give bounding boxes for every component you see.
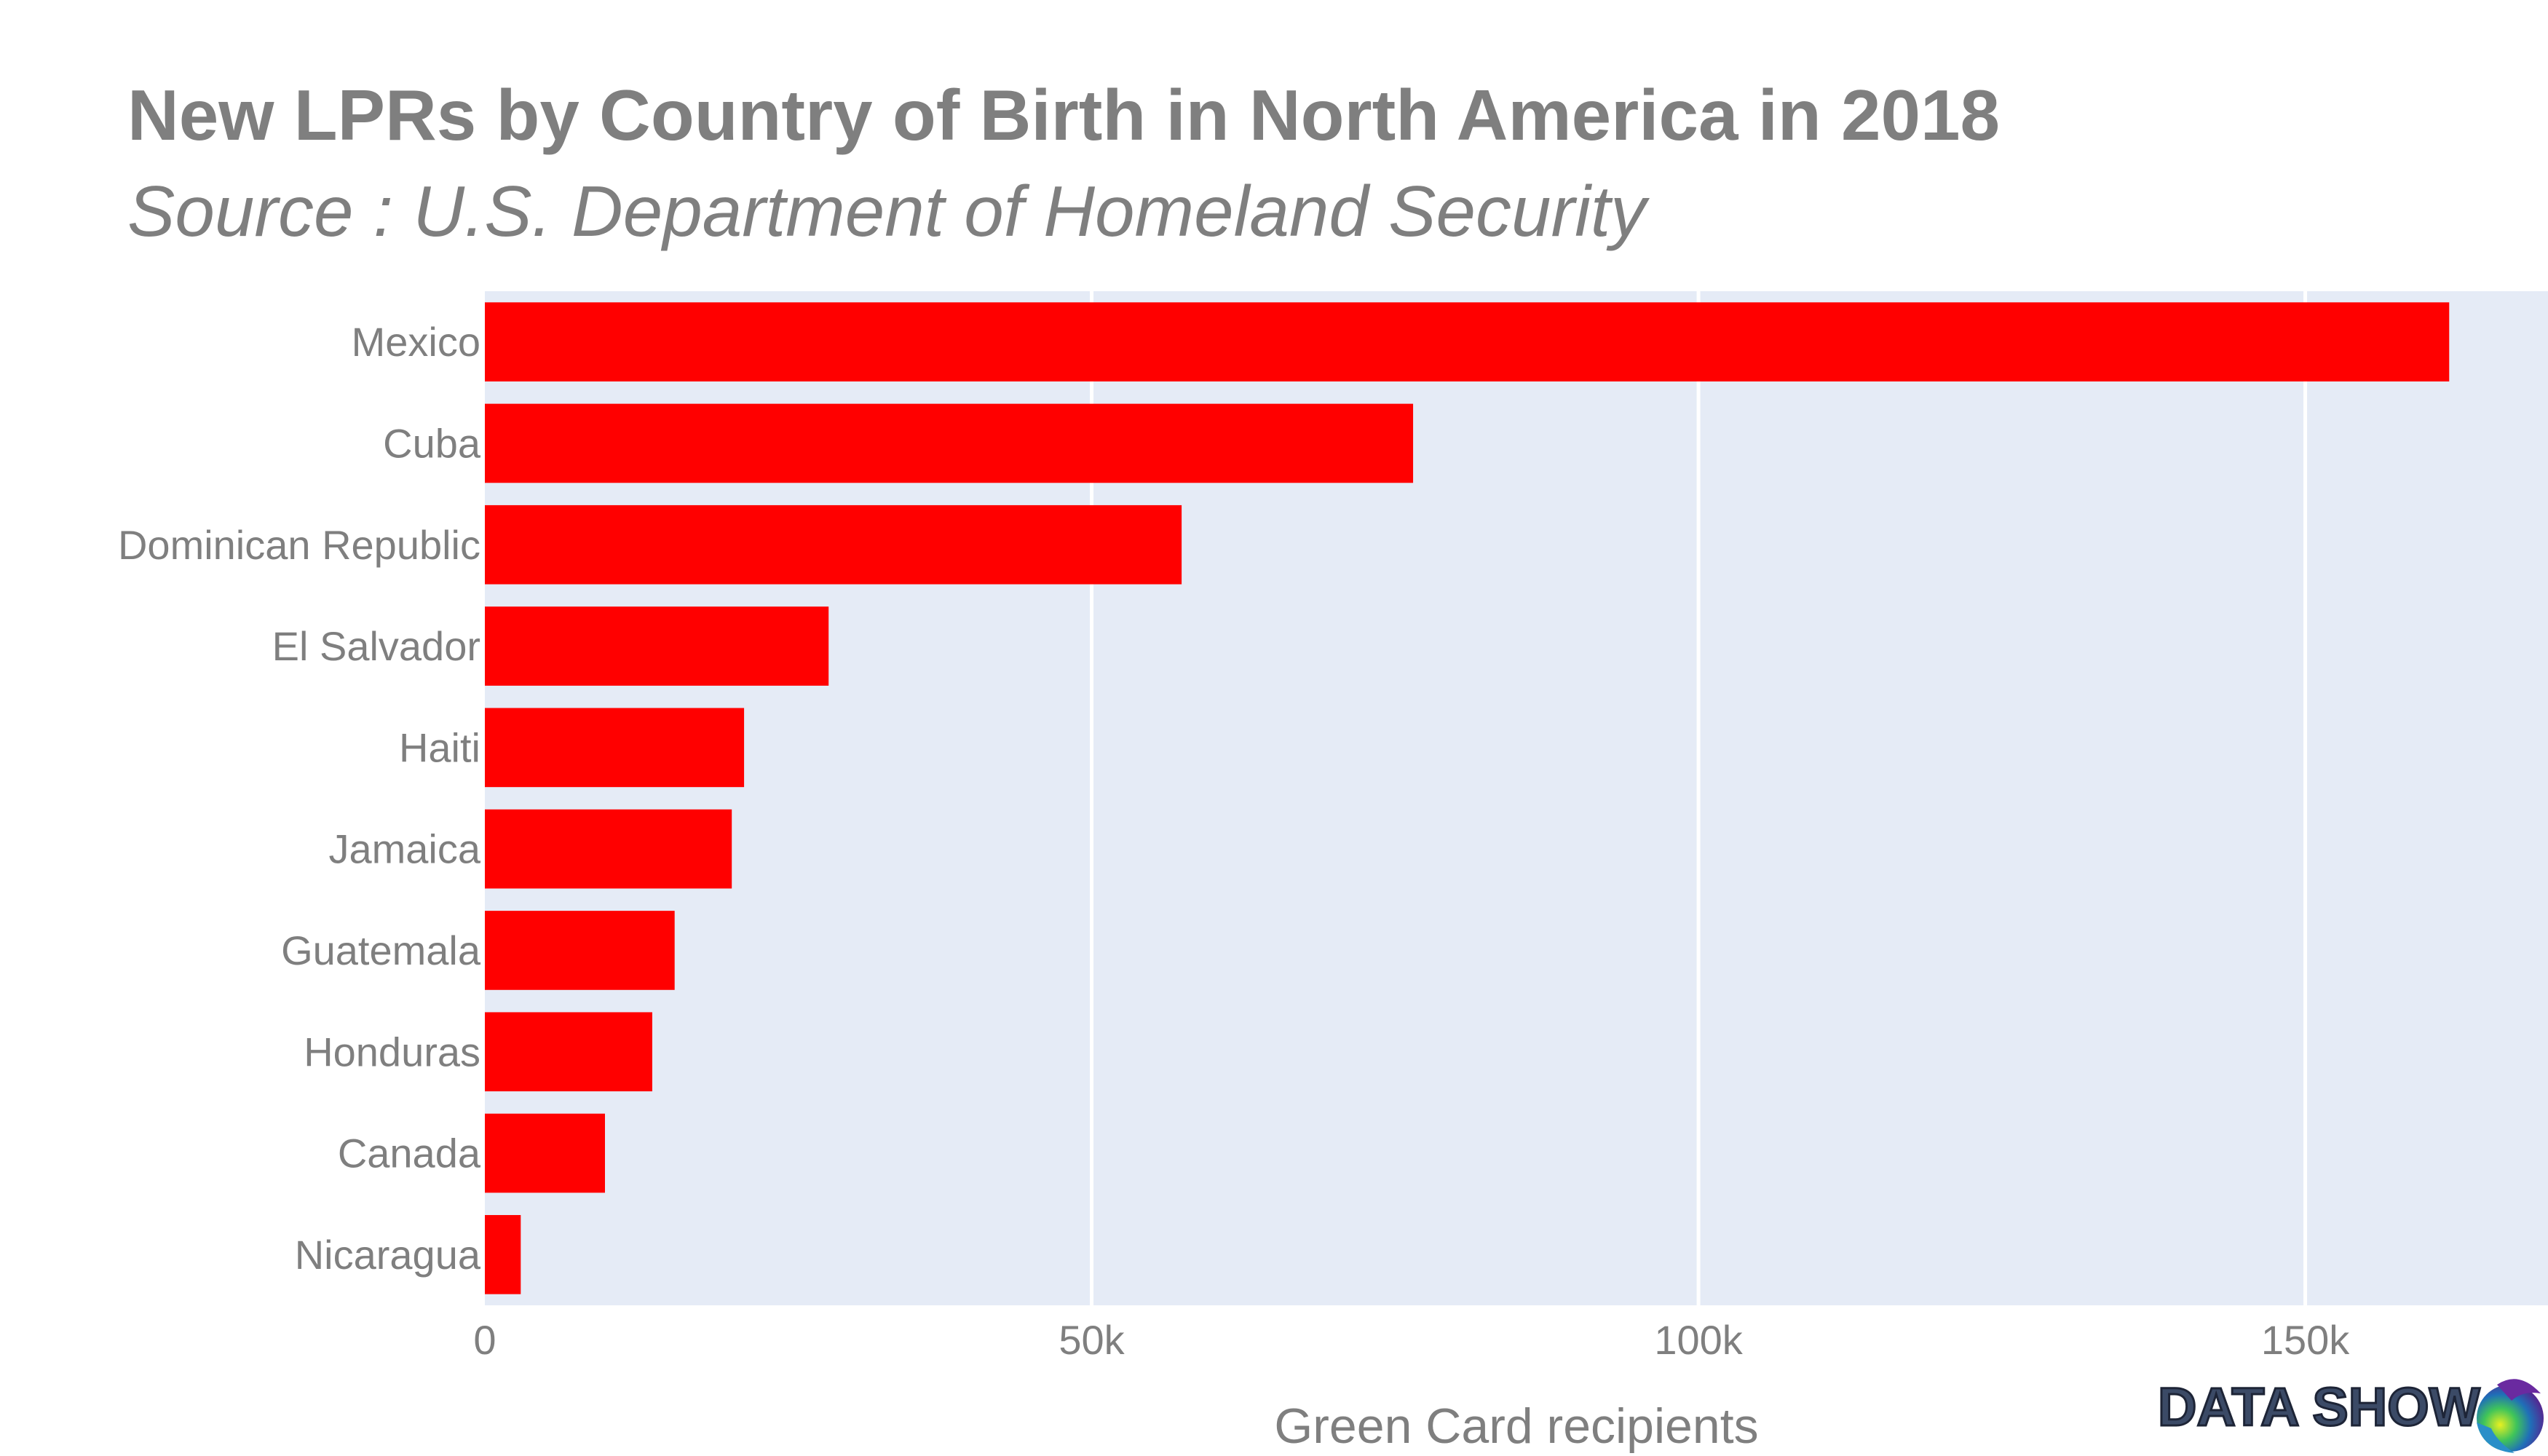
y-tick-label: Canada bbox=[338, 1131, 481, 1176]
data-show-logo: DATA SHOW bbox=[2157, 1376, 2544, 1453]
bar[interactable] bbox=[485, 606, 829, 686]
bar[interactable] bbox=[485, 1215, 521, 1294]
x-axis-tick-labels: 0 50k 100k 150k bbox=[473, 1317, 2350, 1363]
y-tick-label: Haiti bbox=[399, 724, 480, 770]
y-axis-tick-labels: Mexico Cuba Dominican Republic El Salvador H… bbox=[118, 319, 481, 1278]
chart-subtitle: Source : U.S. Department of Homeland Sec… bbox=[127, 171, 1647, 251]
y-tick-label: Jamaica bbox=[328, 826, 480, 872]
y-tick-label: Mexico bbox=[352, 319, 480, 365]
y-tick-label: Cuba bbox=[383, 420, 481, 466]
logo-text: DATA SHOW bbox=[2158, 1377, 2480, 1437]
bar[interactable] bbox=[485, 302, 2450, 381]
x-tick-label: 50k bbox=[1059, 1317, 1125, 1363]
bar[interactable] bbox=[485, 809, 732, 889]
x-tick-label: 150k bbox=[2261, 1317, 2350, 1363]
y-tick-label: Nicaragua bbox=[295, 1232, 481, 1278]
y-tick-label: Guatemala bbox=[281, 927, 481, 973]
y-tick-label: Dominican Republic bbox=[118, 522, 480, 568]
y-tick-label: Honduras bbox=[304, 1029, 480, 1075]
x-tick-label: 0 bbox=[473, 1317, 496, 1363]
x-axis-title: Green Card recipients bbox=[1274, 1398, 1758, 1454]
x-tick-label: 100k bbox=[1654, 1317, 1743, 1363]
bar[interactable] bbox=[485, 505, 1182, 585]
bar[interactable] bbox=[485, 911, 675, 990]
chart-title: New LPRs by Country of Birth in North Am… bbox=[127, 75, 2001, 155]
bar[interactable] bbox=[485, 1012, 652, 1092]
bar[interactable] bbox=[485, 708, 745, 788]
bars bbox=[485, 302, 2450, 1294]
y-tick-label: El Salvador bbox=[272, 623, 480, 669]
globe-swirl-icon bbox=[2477, 1379, 2544, 1453]
bar[interactable] bbox=[485, 403, 1414, 483]
bar[interactable] bbox=[485, 1113, 606, 1193]
